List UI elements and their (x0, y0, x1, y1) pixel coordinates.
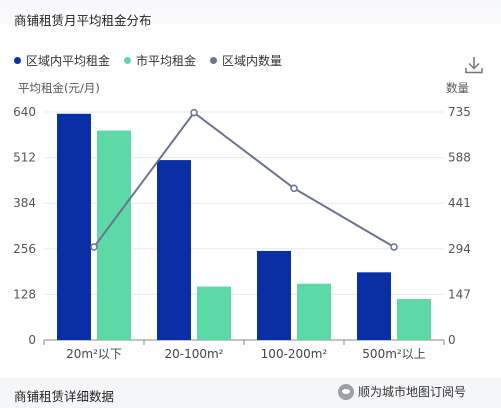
x-tick-label: 500m²以上 (362, 347, 425, 361)
point-count (190, 108, 198, 117)
x-tick-label: 100-200m² (261, 347, 328, 361)
chart-legend: 区域内平均租金 市平均租金 区域内数量 (14, 52, 282, 69)
y-tick-label-left: 256 (13, 242, 36, 256)
y-tick-label-left: 128 (13, 287, 36, 301)
bar-city-avg (297, 283, 331, 340)
y-tick-label-right: 588 (448, 151, 471, 165)
y-tick-label-left: 384 (13, 196, 36, 210)
header-band (0, 0, 501, 34)
line-count (93, 111, 395, 248)
point-count (390, 243, 398, 251)
legend-item-city-avg[interactable]: 市平均租金 (124, 52, 196, 69)
legend-label-city-avg: 市平均租金 (136, 54, 197, 68)
bar-area-avg (57, 113, 91, 340)
y-tick-label-right: 441 (448, 196, 471, 210)
bar-area-avg (257, 250, 291, 340)
legend-marker-city-avg (124, 57, 132, 64)
y-axis-right-title: 数量 (446, 81, 469, 95)
y-tick-label-left: 0 (28, 333, 36, 347)
legend-label-count: 区域内数量 (222, 54, 283, 68)
download-icon (465, 57, 483, 74)
y-axis-left-title: 平均租金(元/月) (18, 81, 100, 95)
y-tick-label-right: 147 (448, 287, 471, 301)
footer-band (0, 378, 501, 408)
y-tick-label-left: 512 (13, 151, 36, 165)
wechat-icon (338, 383, 354, 400)
legend-item-count[interactable]: 区域内数量 (210, 52, 282, 69)
x-tick-label: 20-100m² (164, 347, 223, 361)
y-tick-label-left: 640 (13, 105, 36, 119)
x-tick-label: 20m²以下 (66, 347, 122, 361)
y-tick-label-right: 294 (448, 242, 471, 256)
legend-marker-count (210, 57, 218, 64)
legend-label-area-avg: 区域内平均租金 (26, 54, 111, 68)
bar-area-avg (357, 272, 391, 340)
watermark-text: 顺为城市地图订阅号 (358, 385, 467, 399)
y-tick-label-right: 735 (448, 105, 471, 119)
bar-area-avg (157, 160, 191, 340)
chart-section-title: 商铺租赁月平均租金分布 (14, 13, 152, 28)
watermark: 顺为城市地图订阅号 (338, 383, 466, 400)
download-button[interactable] (463, 54, 485, 76)
y-tick-label-right: 0 (448, 333, 456, 347)
bar-city-avg (197, 286, 231, 340)
point-count (90, 243, 98, 251)
bar-city-avg (397, 299, 431, 340)
detail-section-title: 商铺租赁详细数据 (14, 389, 115, 404)
legend-marker-area-avg (14, 57, 21, 64)
legend-item-area-avg[interactable]: 区域内平均租金 (14, 52, 110, 69)
point-count (290, 184, 298, 193)
